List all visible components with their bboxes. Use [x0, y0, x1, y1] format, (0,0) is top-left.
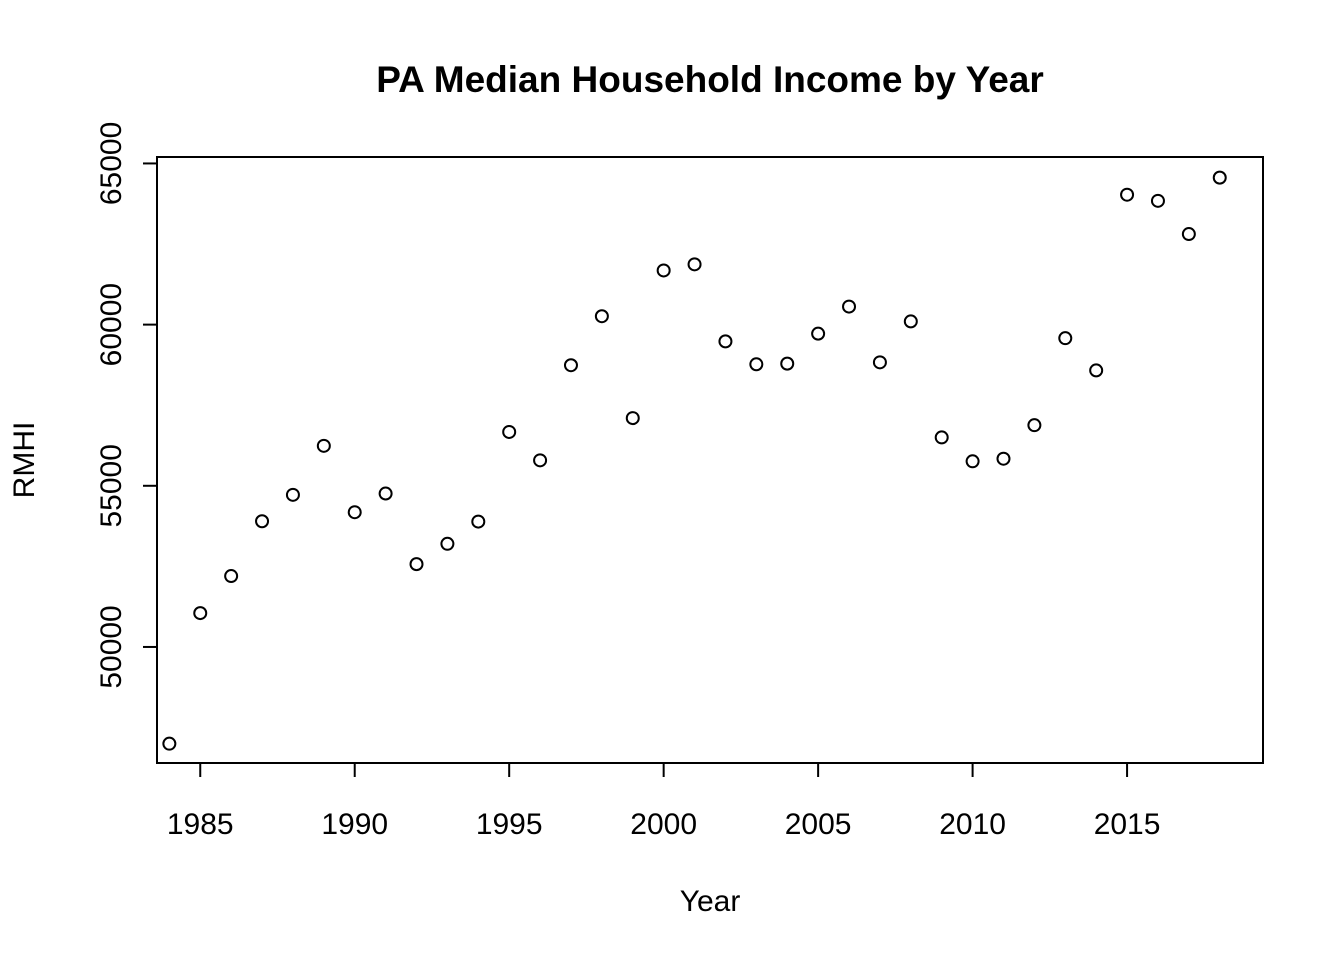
data-point: [965, 454, 980, 469]
data-point: [996, 451, 1011, 466]
data-point: [1058, 331, 1073, 346]
y-tick-label: 55000: [95, 444, 128, 527]
data-point: [1027, 418, 1042, 433]
y-axis: 50000 55000 60000 65000: [95, 122, 158, 689]
data-point: [625, 411, 640, 426]
x-tick-label: 2010: [939, 808, 1006, 841]
data-point: [1120, 187, 1135, 202]
data-point: [1212, 170, 1227, 185]
data-points: [162, 170, 1227, 751]
data-point: [471, 514, 486, 529]
data-point: [594, 309, 609, 324]
plot-frame: [156, 156, 1264, 764]
data-point: [1089, 363, 1104, 378]
data-point: [378, 486, 393, 501]
y-tick-label: 60000: [95, 283, 128, 366]
data-point: [285, 487, 300, 502]
x-tick-label: 2000: [630, 808, 697, 841]
data-point: [749, 357, 764, 372]
data-point: [316, 438, 331, 453]
data-point: [533, 453, 548, 468]
data-point: [872, 355, 887, 370]
data-point: [563, 358, 578, 373]
data-point: [718, 334, 733, 349]
x-tick-label: 1995: [476, 808, 543, 841]
data-point: [780, 356, 795, 371]
data-point: [162, 736, 177, 751]
y-axis-label: RMHI: [8, 422, 41, 499]
data-point: [224, 569, 239, 584]
data-point: [440, 536, 455, 551]
y-tick-label: 50000: [95, 605, 128, 688]
x-axis: 1985 1990 1995 2000 2005 2010 2015: [167, 762, 1161, 841]
data-point: [1181, 227, 1196, 242]
data-point: [193, 606, 208, 621]
data-point: [934, 430, 949, 445]
data-point: [255, 514, 270, 529]
data-point: [347, 505, 362, 520]
chart-title: PA Median Household Income by Year: [376, 59, 1044, 100]
data-point: [687, 257, 702, 272]
data-point: [502, 424, 517, 439]
data-point: [903, 314, 918, 329]
data-point: [811, 326, 826, 341]
x-tick-label: 1985: [167, 808, 234, 841]
x-axis-label: Year: [680, 885, 741, 918]
data-point: [842, 299, 857, 314]
data-point: [656, 263, 671, 278]
y-tick-label: 65000: [95, 122, 128, 205]
x-tick-label: 2005: [785, 808, 852, 841]
data-point: [1150, 193, 1165, 208]
x-tick-label: 1990: [321, 808, 388, 841]
x-tick-label: 2015: [1094, 808, 1161, 841]
data-point: [409, 557, 424, 572]
